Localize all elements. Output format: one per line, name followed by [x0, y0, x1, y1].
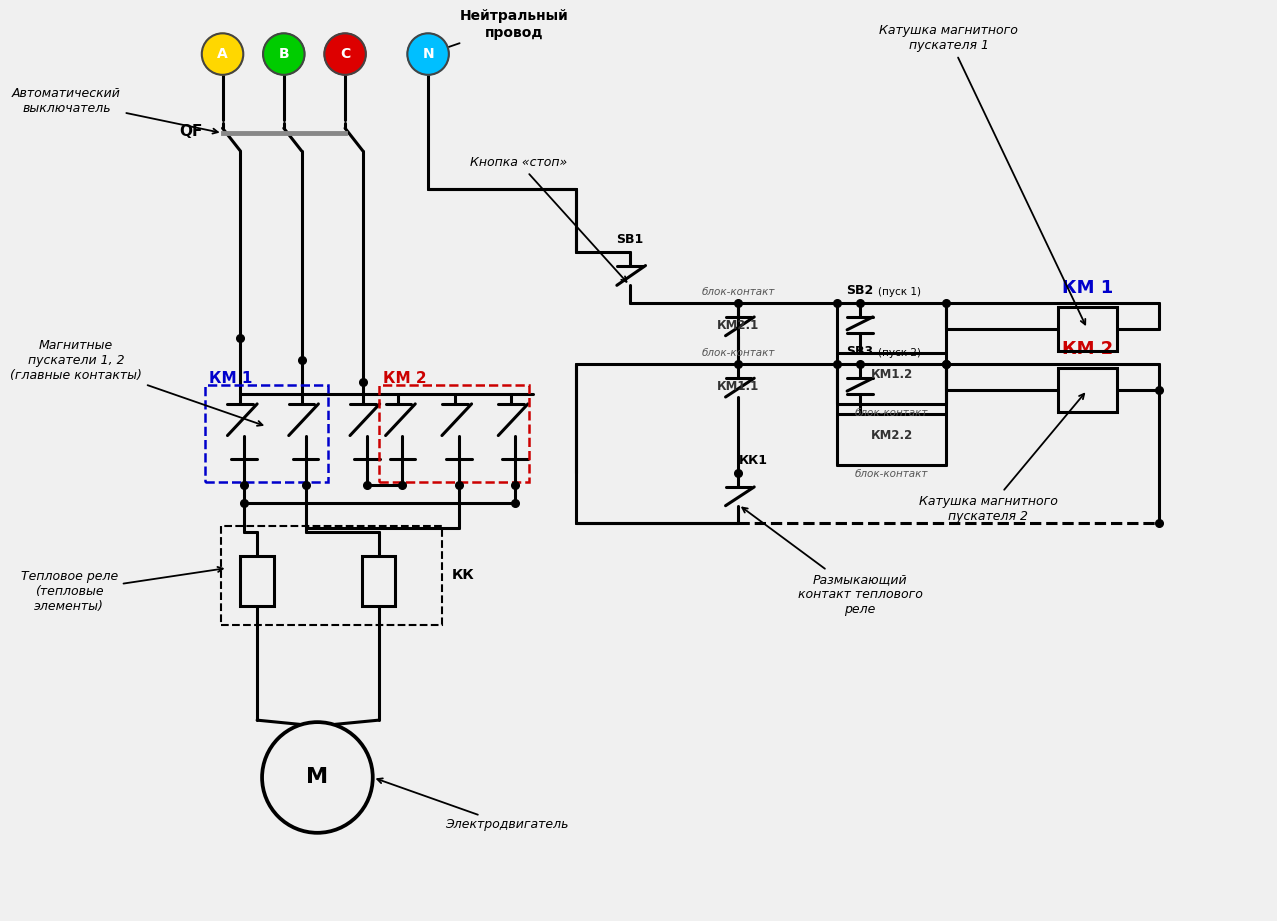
Text: блок-контакт: блок-контакт: [702, 287, 775, 297]
Text: C: C: [340, 47, 350, 61]
Text: QF: QF: [179, 123, 203, 139]
Text: M: M: [306, 767, 328, 787]
Text: Катушка магнитного
пускателя 2: Катушка магнитного пускателя 2: [919, 394, 1084, 522]
Bar: [240, 556, 275, 605]
Text: КМ1.1: КМ1.1: [718, 380, 760, 393]
Circle shape: [324, 33, 365, 75]
Text: (пуск 1): (пуск 1): [877, 287, 921, 297]
Bar: [1057, 368, 1117, 412]
Text: блок-контакт: блок-контакт: [702, 348, 775, 358]
Bar: [361, 556, 396, 605]
Circle shape: [202, 33, 244, 75]
Text: Электродвигатель: Электродвигатель: [377, 778, 568, 832]
Bar: [204, 385, 328, 482]
Text: Магнитные
пускатели 1, 2
(главные контакты): Магнитные пускатели 1, 2 (главные контак…: [10, 339, 263, 426]
Text: Автоматический
выключатель: Автоматический выключатель: [11, 87, 218, 134]
Bar: [379, 385, 529, 482]
Text: N: N: [423, 47, 434, 61]
Text: Кнопка «стоп»: Кнопка «стоп»: [470, 157, 627, 282]
Text: КМ 2: КМ 2: [1061, 341, 1112, 358]
Text: КМ1.2: КМ1.2: [871, 367, 913, 380]
Text: Катушка магнитного
пускателя 1: Катушка магнитного пускателя 1: [880, 24, 1085, 324]
Text: Тепловое реле
(тепловые
элементы): Тепловое реле (тепловые элементы): [20, 567, 222, 613]
Text: Размыкающий
контакт теплового
реле: Размыкающий контакт теплового реле: [742, 507, 922, 616]
Text: КМ 1: КМ 1: [1061, 279, 1112, 297]
Text: SB3: SB3: [847, 345, 873, 358]
Text: КМ 1: КМ 1: [208, 371, 252, 386]
Text: (пуск 2): (пуск 2): [877, 348, 921, 358]
Text: B: B: [278, 47, 289, 61]
Circle shape: [263, 33, 304, 75]
Text: блок-контакт: блок-контакт: [854, 469, 928, 479]
Text: SB2: SB2: [847, 285, 873, 297]
Bar: [1057, 307, 1117, 351]
Text: КМ2.1: КМ2.1: [718, 319, 760, 332]
Text: Нейтральный
провод: Нейтральный провод: [433, 9, 568, 53]
Text: SB1: SB1: [616, 233, 644, 246]
Circle shape: [407, 33, 448, 75]
Text: блок-контакт: блок-контакт: [854, 408, 928, 418]
Text: КМ 2: КМ 2: [383, 371, 427, 386]
Text: КК1: КК1: [738, 454, 767, 467]
Text: КК: КК: [452, 568, 475, 582]
Text: КМ2.2: КМ2.2: [871, 429, 913, 442]
Bar: [221, 527, 442, 625]
Text: A: A: [217, 47, 227, 61]
